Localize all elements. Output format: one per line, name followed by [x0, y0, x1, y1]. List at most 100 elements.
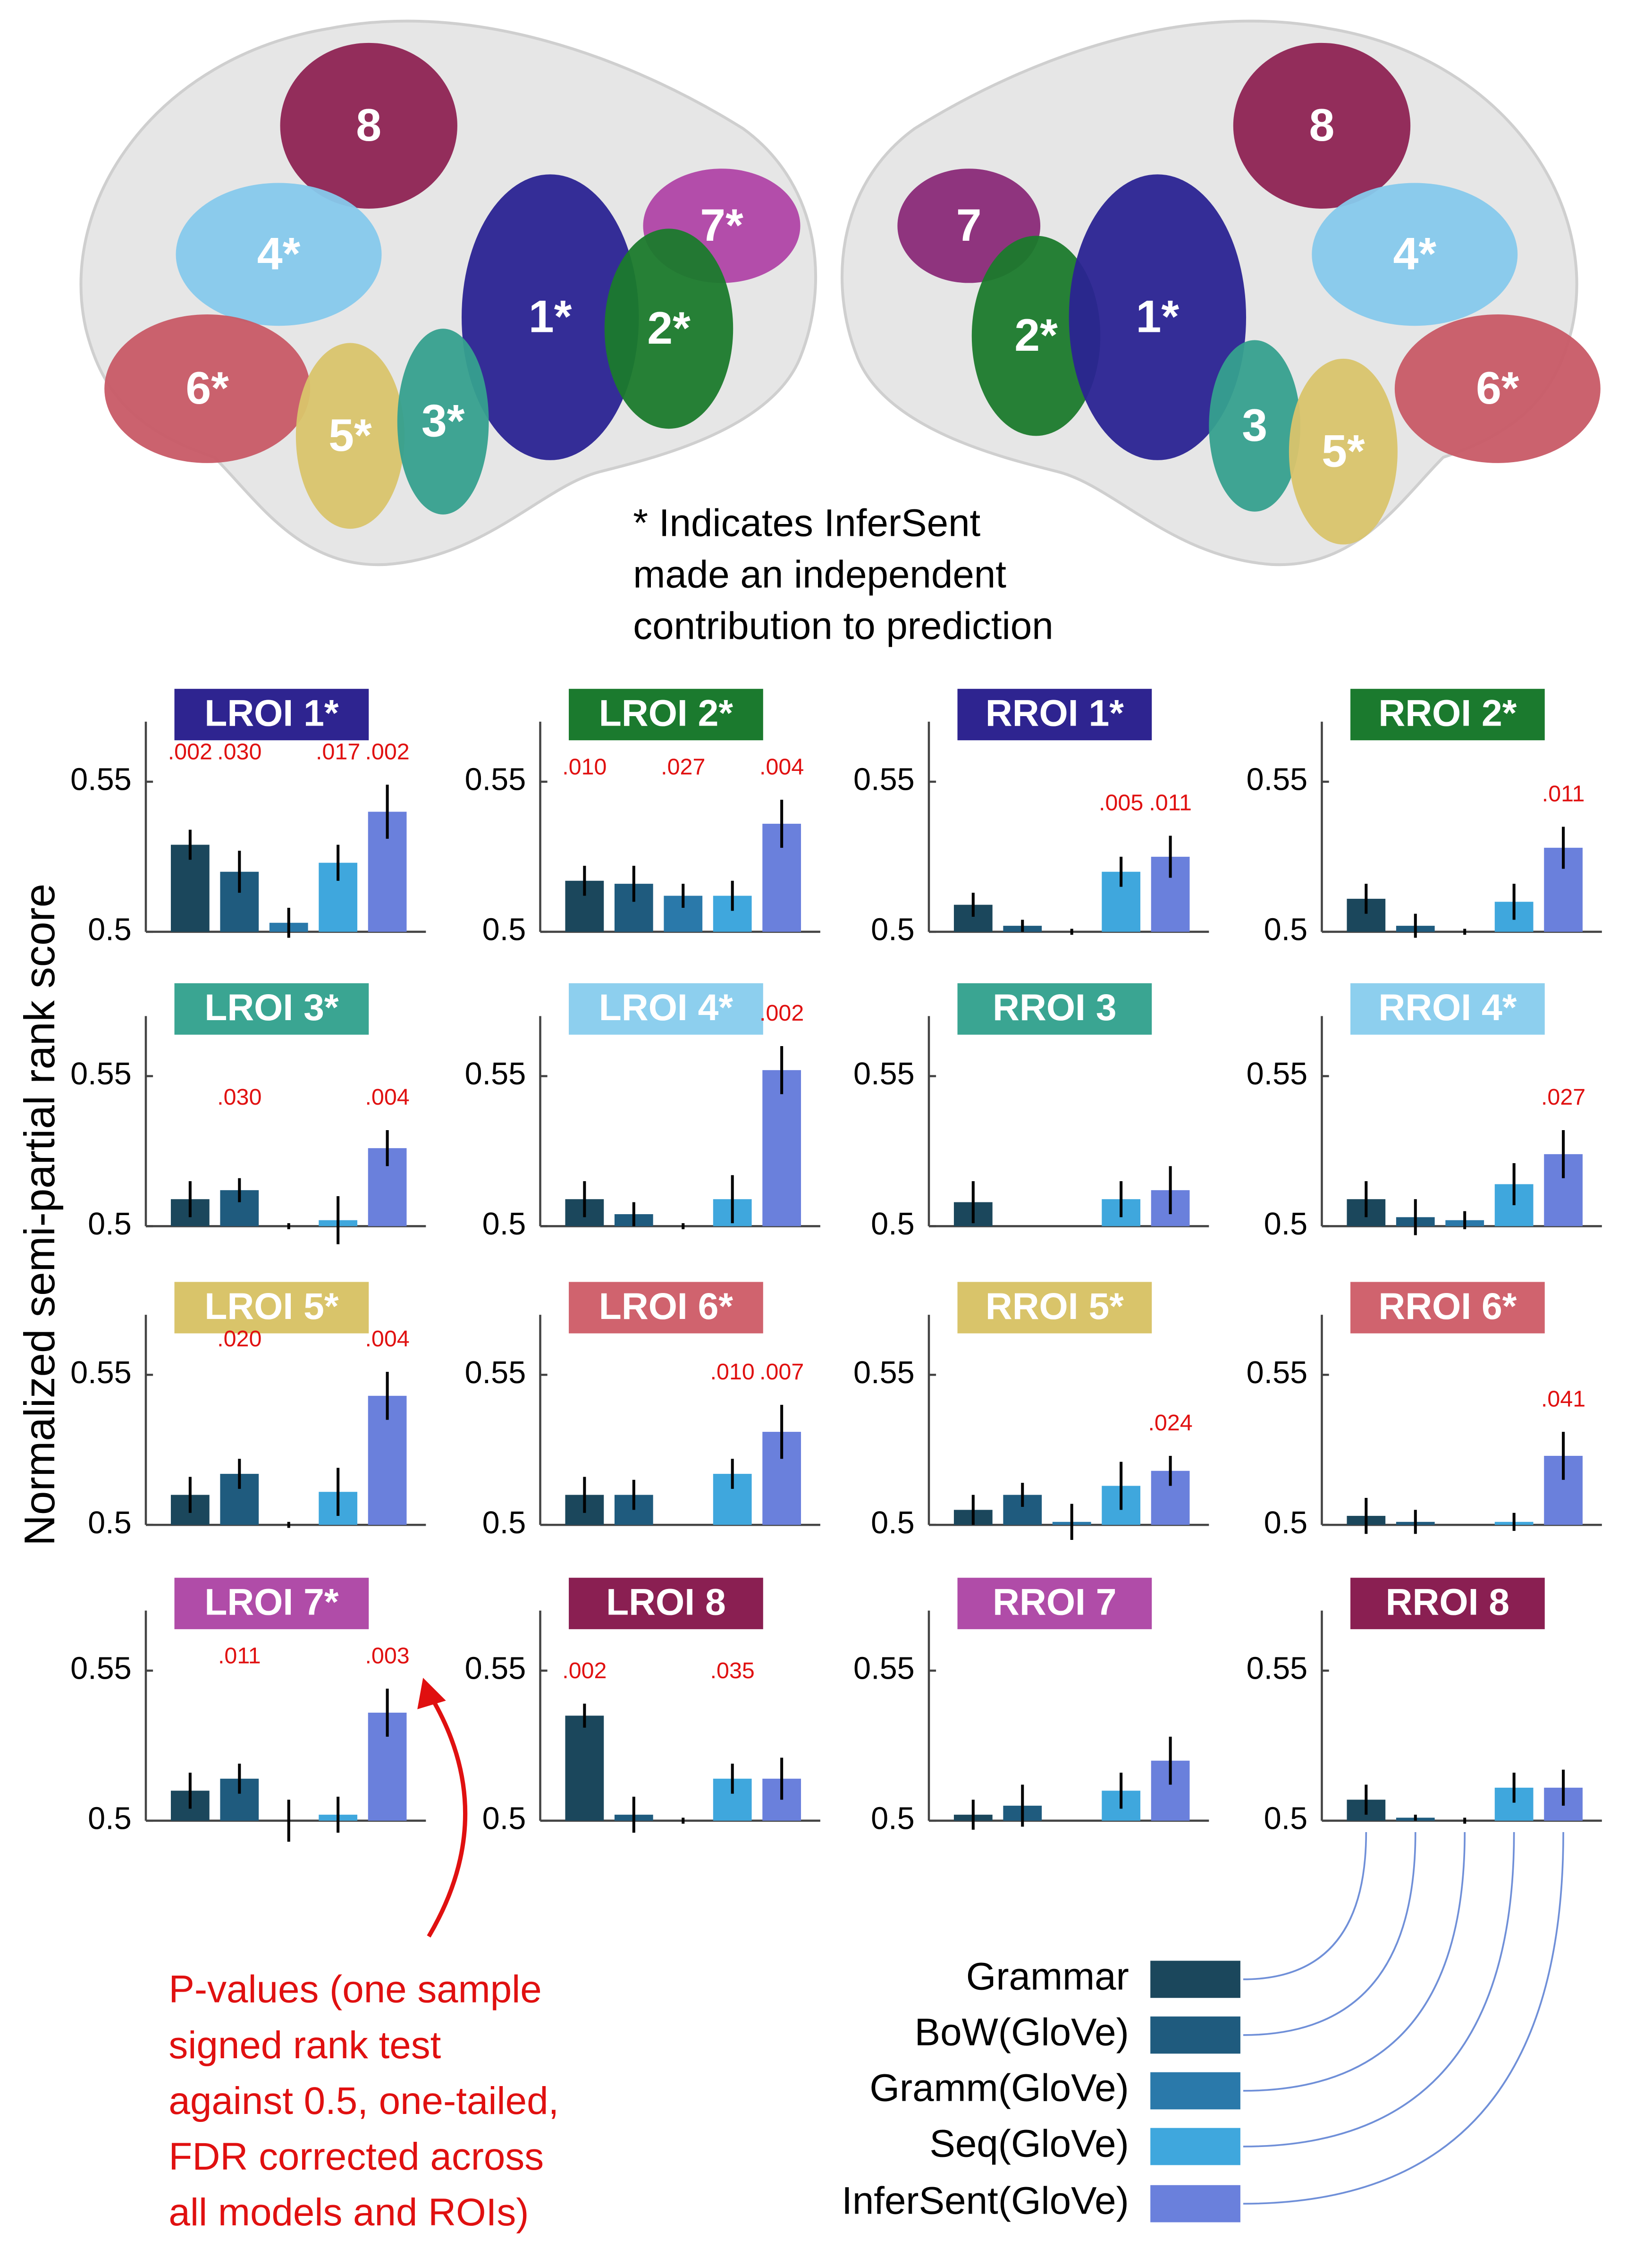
p-value: .017: [316, 739, 360, 765]
p-value: .002: [759, 1000, 804, 1026]
region-label: 3*: [421, 395, 465, 447]
panel-title-box: [957, 1282, 1152, 1334]
brain-region: [280, 42, 457, 209]
legend-swatch: [1150, 2072, 1240, 2110]
brain-left: 8 4* 7* 1* 2* 6* 5* 3*: [79, 19, 817, 566]
legend-connector: [1243, 1832, 1416, 2036]
panel-title: LROI 4*: [599, 987, 733, 1028]
brain-region: [397, 329, 489, 515]
note-line: * Indicates InferSent: [633, 502, 980, 545]
brain-region: [1209, 340, 1301, 512]
y-tick-label: 0.5: [1264, 912, 1308, 947]
region-label: 6*: [1476, 362, 1519, 414]
region-label: 4*: [257, 228, 301, 279]
y-tick-label: 0.5: [1264, 1207, 1308, 1242]
y-tick-label: 0.55: [465, 1355, 526, 1390]
brain-right: 8 7 2* 1* 4* 6* 3 5*: [841, 19, 1601, 566]
chart-panel: 0.5 0.55 RROI 7: [853, 1578, 1209, 1836]
y-tick-label: 0.5: [482, 1801, 526, 1836]
bar: [565, 1716, 604, 1821]
legend-connector: [1243, 1832, 1367, 1980]
p-value: .041: [1541, 1386, 1585, 1411]
region-label: 7*: [700, 199, 743, 251]
panel-title-box: [569, 1578, 763, 1630]
panel-title: LROI 7*: [204, 1581, 339, 1623]
panel-title: LROI 8: [606, 1581, 726, 1623]
panel-title-box: [174, 983, 369, 1035]
y-tick-label: 0.55: [853, 1651, 915, 1686]
region-label: 3: [1242, 399, 1267, 451]
p-value: .030: [217, 739, 261, 765]
panel-title: RROI 4*: [1378, 987, 1517, 1028]
panel-title-box: [1350, 983, 1545, 1035]
p-value: .027: [1541, 1084, 1585, 1110]
panel-title-box: [174, 1578, 369, 1630]
y-tick-label: 0.55: [465, 1056, 526, 1091]
panel-title-box: [1350, 1282, 1545, 1334]
annotation-line: signed rank test: [169, 2024, 441, 2067]
chart-panel: 0.5 0.55 RROI 3: [853, 983, 1209, 1242]
brain-region: [1233, 42, 1411, 209]
chart-panel: 0.5 0.55 LROI 2* .010 .027 .004: [465, 689, 820, 947]
panel-title-box: [569, 1282, 763, 1334]
note-line: contribution to prediction: [633, 605, 1053, 648]
panel-title-box: [1350, 1578, 1545, 1630]
note-line: made an independent: [633, 553, 1006, 596]
panel-title: LROI 3*: [204, 987, 339, 1028]
legend-swatch: [1150, 2128, 1240, 2165]
panel-title: RROI 1*: [986, 692, 1124, 734]
panel-title-box: [569, 983, 763, 1035]
chart-panel: 0.5 0.55 LROI 4* .002: [465, 983, 820, 1242]
panel-title: RROI 5*: [986, 1285, 1124, 1327]
y-tick-label: 0.55: [1247, 762, 1308, 797]
chart-panel: 0.5 0.55 LROI 3* .030 .004: [70, 983, 426, 1244]
panel-title-box: [957, 983, 1152, 1035]
chart-panel: 0.5 0.55 RROI 1* .005.011: [853, 689, 1209, 947]
legend-label: Grammar: [966, 1955, 1129, 1998]
chart-panel: 0.5 0.55 RROI 6* .041: [1247, 1282, 1602, 1540]
legend-connector: [1243, 1832, 1466, 2092]
y-tick-label: 0.55: [1247, 1056, 1308, 1091]
panel-title-box: [1350, 689, 1545, 741]
legend-label: Gramm(GloVe): [869, 2067, 1129, 2110]
p-value: .005: [1099, 790, 1143, 816]
panel-title: RROI 7: [993, 1581, 1116, 1623]
arrow-head: [417, 1678, 446, 1709]
y-tick-label: 0.5: [1264, 1801, 1308, 1836]
p-value: .011: [1149, 790, 1192, 816]
panel-title: RROI 2*: [1378, 692, 1517, 734]
chart-panel: 0.5 0.55 LROI 6* .010.007: [465, 1282, 820, 1540]
bar: [762, 1070, 801, 1226]
p-value: .004: [759, 754, 804, 779]
region-label: 4*: [1393, 228, 1436, 279]
region-label: 6*: [185, 362, 229, 414]
y-tick-label: 0.5: [871, 912, 915, 947]
panel-title-box: [957, 1578, 1152, 1630]
legend-swatch: [1150, 2185, 1240, 2223]
y-tick-label: 0.5: [482, 1505, 526, 1540]
y-tick-label: 0.55: [853, 1056, 915, 1091]
region-label: 7: [956, 199, 982, 251]
p-value: .003: [365, 1643, 409, 1668]
panel-title: RROI 8: [1386, 1581, 1509, 1623]
legend-label: BoW(GloVe): [915, 2011, 1129, 2054]
y-tick-label: 0.55: [70, 1056, 132, 1091]
y-tick-label: 0.5: [1264, 1505, 1308, 1540]
y-tick-label: 0.55: [465, 1651, 526, 1686]
region-label: 5*: [1322, 425, 1365, 476]
region-label: 8: [1309, 99, 1335, 151]
chart-panel: 0.5 0.55 RROI 5* .024: [853, 1282, 1209, 1540]
panel-title-box: [569, 689, 763, 741]
y-axis-label: Normalized semi-partial rank score: [16, 884, 64, 1546]
p-value: .030: [217, 1084, 261, 1110]
legend-label: Seq(GloVe): [929, 2122, 1129, 2165]
y-tick-label: 0.55: [1247, 1651, 1308, 1686]
p-value: .010: [710, 1359, 755, 1385]
legend-connector: [1243, 1832, 1564, 2205]
chart-panel: 0.5 0.55 RROI 8: [1247, 1578, 1602, 1836]
p-value: .002: [168, 739, 212, 765]
p-value: .011: [1542, 781, 1585, 807]
p-value: .004: [365, 1326, 409, 1352]
